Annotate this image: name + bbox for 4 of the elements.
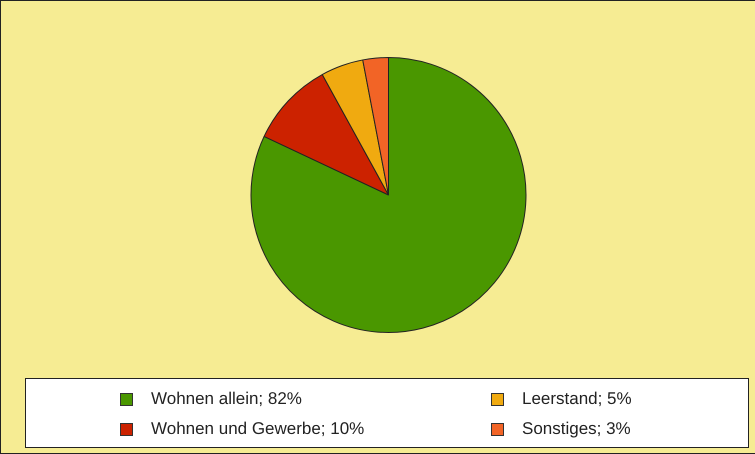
legend-label: Sonstiges; 3% xyxy=(522,419,631,439)
legend-label: Leerstand; 5% xyxy=(522,389,632,409)
legend-label: Wohnen und Gewerbe; 10% xyxy=(151,419,364,439)
legend-label: Wohnen allein; 82% xyxy=(151,389,302,409)
